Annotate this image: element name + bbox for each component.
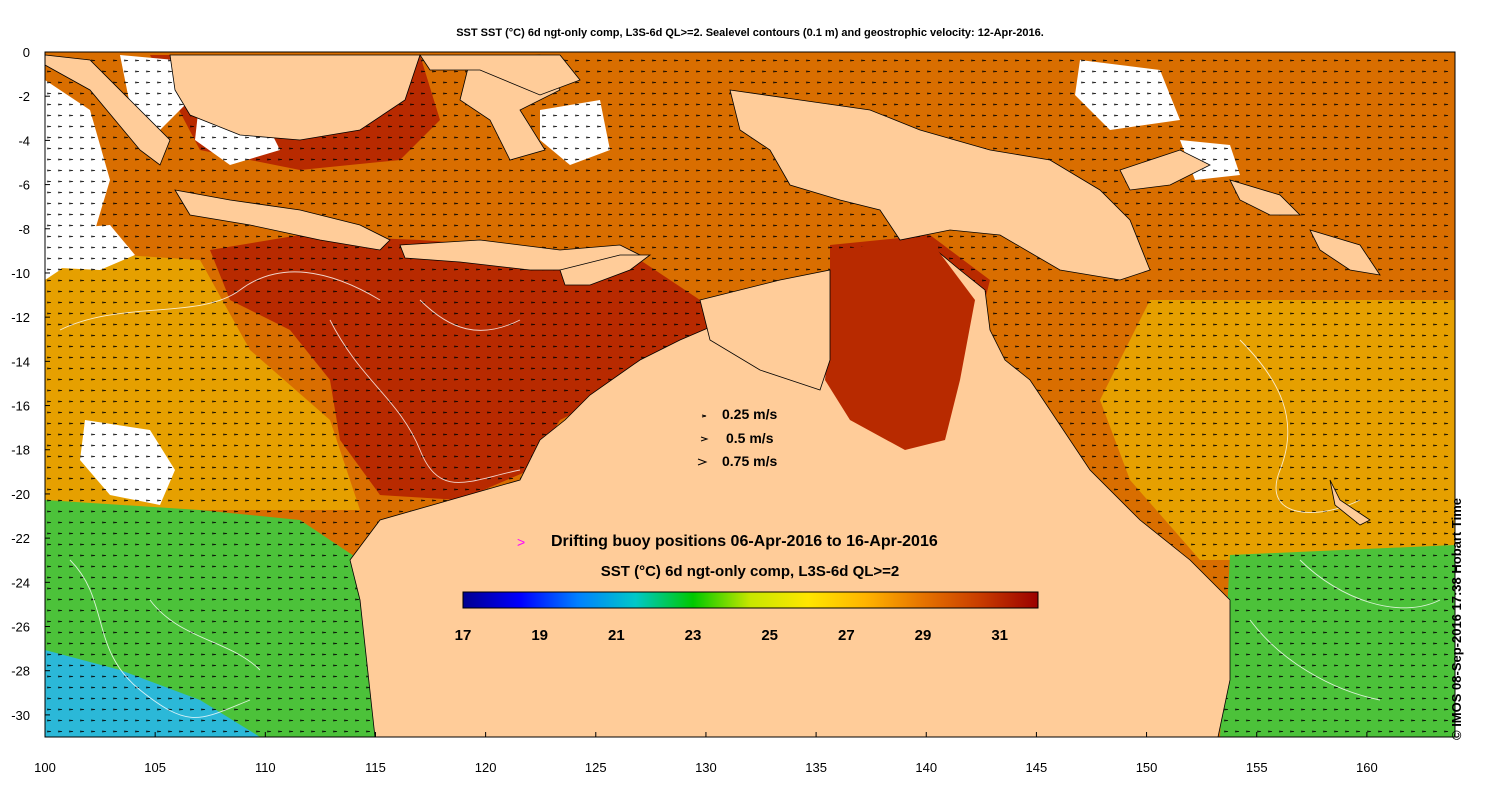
lon-tick-label: 100 — [34, 760, 56, 775]
land-masses — [45, 54, 1381, 737]
land-new-britain — [1119, 149, 1211, 191]
lon-tick-label: 140 — [915, 760, 937, 775]
land-arnhem — [699, 269, 831, 391]
lat-tick-label: 0 — [23, 45, 30, 60]
lat-tick-label: -26 — [11, 620, 30, 635]
buoy-legend: > Drifting buoy positions 06-Apr-2016 to… — [517, 533, 938, 550]
colorbar-tick-label: 21 — [608, 627, 625, 644]
lat-tick-label: -2 — [18, 89, 30, 104]
velocity-label-075: 0.75 m/s — [722, 453, 777, 469]
land-solomon — [1229, 179, 1301, 216]
colorbar-tick-label: 23 — [685, 627, 702, 644]
lat-tick-label: -30 — [11, 708, 30, 723]
lon-tick-label: 115 — [365, 760, 386, 775]
lon-axis: 100 105 110 115 120 125 130 135 140 145 150 155 160 — [34, 732, 1378, 775]
lat-tick-label: -4 — [18, 133, 30, 148]
lat-tick-label: -20 — [11, 487, 30, 502]
colorbar-label: SST (°C) 6d ngt-only comp, L3S-6d QL>=2 — [601, 563, 900, 580]
land-timor — [559, 254, 652, 286]
land-java — [174, 189, 391, 251]
land-north — [419, 54, 581, 96]
lat-tick-label: -8 — [18, 222, 30, 237]
lat-tick-label: -22 — [11, 531, 30, 546]
lat-tick-label: -6 — [18, 178, 30, 193]
lat-tick-label: -28 — [11, 664, 30, 679]
land-new-caledonia — [1329, 479, 1371, 526]
land-solomon-2 — [1309, 229, 1381, 276]
lat-tick-label: -16 — [11, 399, 30, 414]
lat-tick-label: -14 — [11, 354, 30, 369]
buoy-marker: > — [517, 534, 525, 550]
velocity-label-05: 0.5 m/s — [726, 430, 774, 446]
colorbar: SST (°C) 6d ngt-only comp, L3S-6d QL>=2 … — [455, 563, 1039, 644]
lat-tick-label: -10 — [11, 266, 30, 281]
land-sumatra — [45, 54, 171, 166]
lon-tick-label: 135 — [805, 760, 827, 775]
lat-tick-label: -24 — [11, 575, 30, 590]
velocity-arrow-025 — [701, 414, 707, 418]
colorbar-tick-label: 25 — [761, 627, 778, 644]
lon-tick-label: 120 — [475, 760, 497, 775]
colorbar-ticks: 17 19 21 23 25 27 29 31 — [455, 627, 1008, 644]
colorbar-tick-label: 27 — [838, 627, 855, 644]
map-frame — [45, 52, 1455, 737]
map-border — [44, 51, 1456, 738]
colorbar-tick-label: 19 — [531, 627, 548, 644]
velocity-arrow-075 — [697, 458, 708, 466]
lat-axis: 0 -2 -4 -6 -8 -10 -12 -14 -16 -18 -20 -22 -24 -26 -28 -… — [11, 45, 50, 723]
lon-tick-label: 145 — [1026, 760, 1048, 775]
colorbar-tick-label: 17 — [455, 627, 472, 644]
lon-tick-label: 105 — [144, 760, 166, 775]
buoy-legend-text: Drifting buoy positions 06-Apr-2016 to 1… — [551, 533, 938, 550]
lon-tick-label: 130 — [695, 760, 717, 775]
lon-tick-label: 110 — [255, 760, 276, 775]
land-new-guinea — [729, 89, 1151, 281]
sealevel-contours — [59, 271, 1441, 718]
lon-tick-label: 155 — [1246, 760, 1268, 775]
map-title: SST SST (°C) 6d ngt-only comp, L3S-6d QL… — [456, 27, 1044, 39]
credit-text: © IMOS 08-Sep-2016 17:38 Hobart Time — [1449, 498, 1464, 740]
colorbar-tick-label: 29 — [915, 627, 932, 644]
gulf-of-carpentaria — [825, 240, 975, 450]
lat-tick-label: -18 — [11, 443, 30, 458]
colorbar-tick-label: 31 — [991, 627, 1008, 644]
lat-tick-label: -12 — [11, 310, 30, 325]
land-borneo — [169, 54, 421, 141]
colorbar-gradient — [462, 591, 1039, 609]
velocity-legend: 0.25 m/s 0.5 m/s 0.75 m/s — [697, 406, 777, 469]
velocity-label-025: 0.25 m/s — [722, 406, 777, 422]
lon-tick-label: 150 — [1136, 760, 1158, 775]
velocity-arrow-05 — [700, 436, 709, 442]
lon-tick-label: 160 — [1356, 760, 1378, 775]
lon-tick-label: 125 — [585, 760, 607, 775]
